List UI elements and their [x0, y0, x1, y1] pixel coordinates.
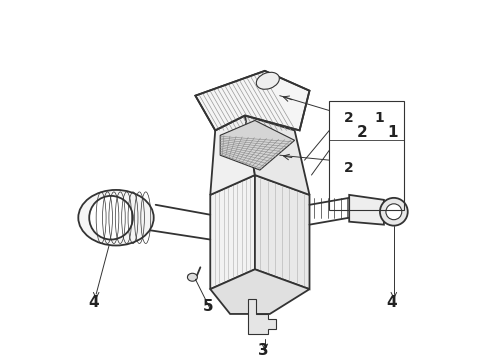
Text: 2: 2 — [344, 112, 354, 126]
Polygon shape — [210, 175, 255, 289]
Text: 1: 1 — [374, 112, 384, 126]
Polygon shape — [248, 299, 276, 334]
Text: 5: 5 — [202, 299, 213, 314]
Text: 4: 4 — [88, 295, 99, 310]
Ellipse shape — [89, 196, 133, 239]
Polygon shape — [210, 269, 310, 314]
Polygon shape — [349, 195, 384, 225]
Polygon shape — [245, 116, 310, 195]
Text: 2: 2 — [344, 161, 354, 175]
Polygon shape — [255, 175, 310, 289]
Ellipse shape — [256, 72, 279, 89]
Ellipse shape — [386, 204, 402, 220]
Ellipse shape — [380, 198, 408, 226]
Polygon shape — [196, 71, 310, 130]
Text: 2: 2 — [357, 125, 368, 140]
Polygon shape — [220, 121, 294, 170]
Ellipse shape — [188, 273, 197, 281]
Polygon shape — [210, 116, 255, 195]
Bar — [329, 100, 404, 210]
Text: 1: 1 — [387, 125, 397, 140]
Text: 3: 3 — [258, 343, 269, 357]
Ellipse shape — [78, 190, 154, 246]
Text: 4: 4 — [386, 295, 396, 310]
